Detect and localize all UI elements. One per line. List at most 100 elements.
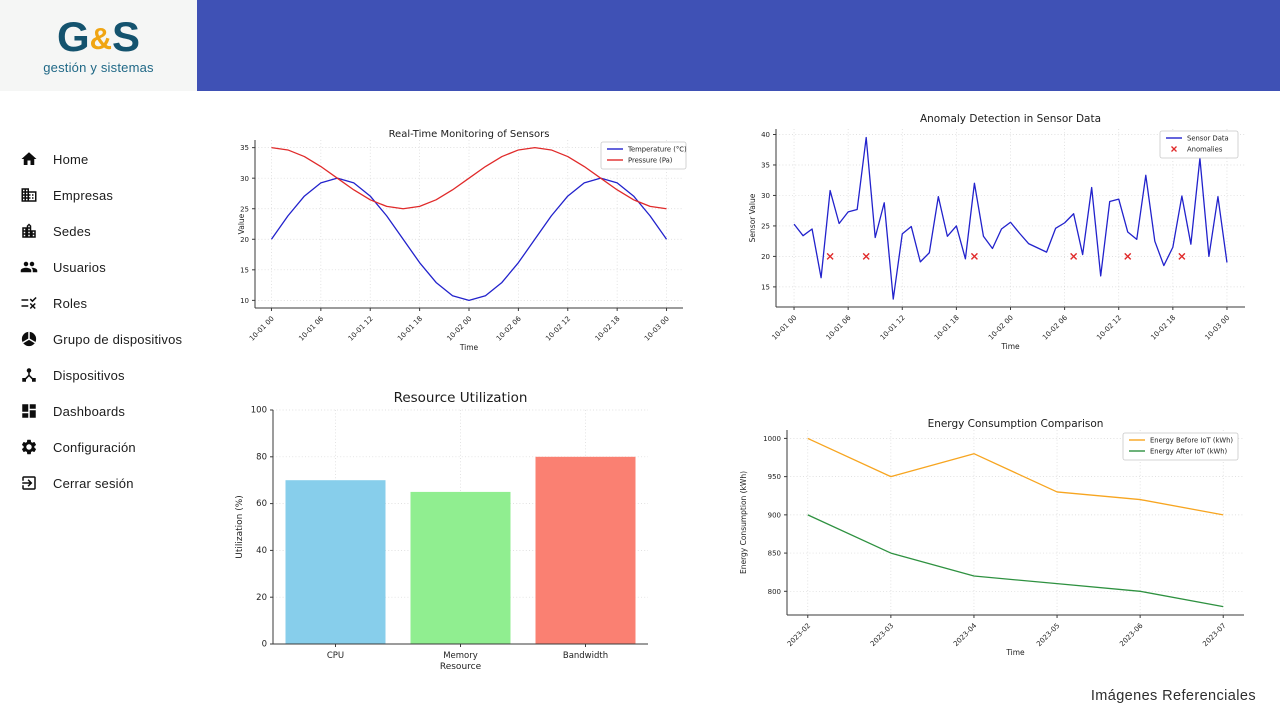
svg-text:Time: Time: [459, 343, 479, 352]
sidebar-item-label: Home: [53, 151, 89, 167]
svg-text:Temperature (°C): Temperature (°C): [627, 146, 687, 154]
svg-text:CPU: CPU: [327, 651, 344, 661]
sidebar-item-empresas[interactable]: Empresas: [0, 177, 212, 213]
svg-text:Time: Time: [1005, 648, 1025, 657]
sidebar-item-dashboards[interactable]: Dashboards: [0, 393, 212, 429]
energy-comparison-chart: 2023-02 2023-03 2023-04 2023-05 2023-06 2023-…: [733, 410, 1268, 668]
sidebar-item-sedes[interactable]: Sedes: [0, 213, 212, 249]
svg-text:25: 25: [240, 205, 249, 213]
svg-text:10-01 18: 10-01 18: [933, 314, 961, 342]
svg-text:20: 20: [761, 253, 770, 261]
svg-text:Energy After IoT (kWh): Energy After IoT (kWh): [1150, 448, 1228, 456]
svg-text:10-01 00: 10-01 00: [248, 315, 276, 343]
svg-text:Anomalies: Anomalies: [1187, 146, 1223, 154]
svg-text:20: 20: [256, 593, 267, 603]
svg-text:15: 15: [240, 266, 249, 274]
settings-gear-icon: [20, 438, 38, 456]
svg-text:Energy Consumption (kWh): Energy Consumption (kWh): [739, 471, 748, 574]
svg-text:10-03 00: 10-03 00: [643, 315, 671, 343]
svg-text:10-01 06: 10-01 06: [825, 313, 853, 341]
svg-text:10-01 12: 10-01 12: [879, 314, 907, 342]
svg-text:10-02 12: 10-02 12: [1095, 314, 1123, 342]
brand-logo: G&S gestión y sistemas: [0, 0, 197, 91]
brand-letter-g: G: [56, 13, 90, 60]
top-header-bar: [197, 0, 1280, 91]
svg-text:35: 35: [240, 144, 249, 152]
svg-text:100: 100: [251, 406, 267, 416]
svg-text:950: 950: [768, 473, 781, 481]
sidebar-item-label: Dashboards: [53, 403, 126, 419]
svg-text:10-01 12: 10-01 12: [347, 315, 375, 343]
resource-utilization-chart: CPU Memory Bandwidth 0 20 40 60 80 100 Resource U…: [226, 386, 696, 682]
sidebar-item-label: Empresas: [53, 187, 114, 203]
svg-text:Sensor Value: Sensor Value: [748, 193, 757, 242]
users-group-icon: [20, 258, 38, 276]
sidebar-item-configuracion[interactable]: Configuración: [0, 429, 212, 465]
reference-images-caption: Imágenes Referenciales: [1090, 688, 1256, 704]
brand-ampersand: &: [89, 21, 113, 56]
sidebar-nav: Home Empresas Sedes Usuarios Roles Grupo…: [0, 141, 212, 501]
svg-text:10-01 06: 10-01 06: [297, 314, 325, 342]
brand-logo-text: G&S: [57, 16, 140, 58]
svg-text:Memory: Memory: [443, 651, 478, 661]
svg-text:10-02 06: 10-02 06: [495, 314, 523, 342]
svg-text:40: 40: [761, 131, 770, 139]
svg-text:Sensor Data: Sensor Data: [1187, 135, 1229, 143]
svg-text:10-02 12: 10-02 12: [544, 315, 572, 343]
svg-text:80: 80: [256, 452, 267, 462]
companies-building-icon: [20, 186, 38, 204]
svg-text:Real-Time Monitoring of Sensor: Real-Time Monitoring of Sensors: [389, 129, 550, 140]
svg-text:15: 15: [761, 283, 770, 291]
svg-text:10-02 06: 10-02 06: [1041, 313, 1069, 341]
brand-subtitle: gestión y sistemas: [43, 60, 154, 75]
anomaly-detection-chart: 10-01 00 10-01 06 10-01 12 10-01 18 10-02 00…: [740, 106, 1265, 364]
svg-text:900: 900: [768, 511, 781, 519]
sidebar-item-usuarios[interactable]: Usuarios: [0, 249, 212, 285]
svg-text:30: 30: [240, 175, 249, 183]
svg-text:Time: Time: [1000, 342, 1020, 351]
sidebar-item-label: Dispositivos: [53, 367, 125, 383]
svg-text:10-01 00: 10-01 00: [771, 314, 799, 342]
svg-text:10-01 18: 10-01 18: [396, 315, 424, 343]
svg-text:Pressure (Pa): Pressure (Pa): [628, 157, 673, 165]
home-icon: [20, 150, 38, 168]
svg-text:2023-05: 2023-05: [1035, 622, 1061, 648]
roles-rule-icon: [20, 294, 38, 312]
svg-text:2023-06: 2023-06: [1118, 621, 1145, 648]
svg-text:Resource: Resource: [440, 662, 482, 672]
svg-text:800: 800: [768, 588, 781, 596]
svg-text:20: 20: [240, 236, 249, 244]
svg-text:Resource Utilization: Resource Utilization: [394, 390, 528, 406]
svg-text:Value: Value: [237, 213, 246, 234]
svg-text:10-02 00: 10-02 00: [445, 315, 473, 343]
sidebar-item-cerrar-sesion[interactable]: Cerrar sesión: [0, 465, 212, 501]
sidebar-item-roles[interactable]: Roles: [0, 285, 212, 321]
svg-text:10: 10: [240, 297, 249, 305]
svg-text:10-02 00: 10-02 00: [987, 314, 1015, 342]
sidebar-item-label: Cerrar sesión: [53, 475, 134, 491]
brand-letter-s: S: [112, 13, 141, 60]
svg-text:25: 25: [761, 223, 770, 231]
sidebar-item-dispositivos[interactable]: Dispositivos: [0, 357, 212, 393]
svg-text:2023-03: 2023-03: [869, 622, 895, 648]
sidebar-item-label: Grupo de dispositivos: [53, 331, 183, 347]
svg-text:Energy Before IoT (kWh): Energy Before IoT (kWh): [1150, 437, 1233, 445]
device-group-icon: [20, 330, 38, 348]
svg-text:35: 35: [761, 162, 770, 170]
sidebar-item-grupo-dispositivos[interactable]: Grupo de dispositivos: [0, 321, 212, 357]
svg-text:0: 0: [262, 640, 267, 650]
svg-text:2023-04: 2023-04: [952, 621, 979, 648]
svg-text:10-02 18: 10-02 18: [1149, 314, 1177, 342]
svg-text:10-03 00: 10-03 00: [1203, 314, 1231, 342]
svg-text:Utilization (%): Utilization (%): [235, 495, 245, 559]
devices-hub-icon: [20, 366, 38, 384]
svg-text:1000: 1000: [763, 435, 781, 443]
svg-text:Energy Consumption Comparison: Energy Consumption Comparison: [928, 418, 1104, 430]
svg-text:Bandwidth: Bandwidth: [563, 651, 608, 661]
svg-text:Anomaly Detection in Sensor Da: Anomaly Detection in Sensor Data: [920, 113, 1101, 125]
sidebar-item-label: Configuración: [53, 439, 136, 455]
sidebar-item-home[interactable]: Home: [0, 141, 212, 177]
svg-text:10-02 18: 10-02 18: [594, 315, 622, 343]
svg-text:60: 60: [256, 499, 267, 509]
realtime-monitoring-chart: 10-01 00 10-01 06 10-01 12 10-01 18 10-02 00…: [230, 120, 690, 368]
